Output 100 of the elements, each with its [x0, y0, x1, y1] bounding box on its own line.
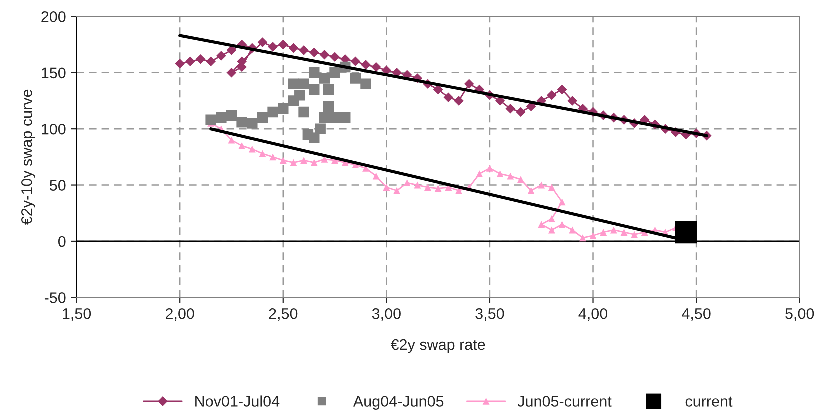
point [360, 78, 372, 90]
y-tick-label: 50 [50, 180, 66, 191]
point [248, 146, 256, 153]
point [300, 157, 308, 164]
point [424, 184, 432, 191]
point [319, 112, 330, 124]
x-tick-label: 2,50 [269, 308, 298, 322]
point [506, 104, 516, 114]
x-tick-label: 5,00 [786, 308, 814, 322]
point [247, 118, 258, 129]
point [196, 54, 206, 64]
point [228, 136, 236, 144]
point [496, 170, 504, 178]
point [558, 221, 566, 228]
point [294, 90, 306, 101]
point [278, 40, 288, 50]
x-tick-label: 4,00 [578, 308, 608, 322]
point [507, 172, 514, 180]
point [569, 226, 576, 234]
point [675, 221, 698, 244]
x-tick-label: 4,50 [682, 308, 711, 322]
point [516, 107, 526, 118]
point [298, 106, 310, 118]
point [434, 185, 442, 192]
point [548, 216, 556, 222]
point [548, 184, 556, 191]
point [547, 90, 557, 100]
point [371, 62, 382, 72]
point [590, 232, 597, 240]
y-tick-label: 100 [42, 124, 66, 135]
point [270, 154, 277, 161]
point [298, 78, 310, 90]
x-tick-label: 2,00 [166, 308, 194, 322]
point [216, 51, 226, 61]
point [206, 114, 216, 126]
point [323, 101, 334, 112]
point [257, 112, 268, 124]
point [175, 58, 185, 69]
point [558, 198, 566, 206]
point [320, 50, 330, 60]
point [330, 112, 340, 124]
y-tick-label: -50 [44, 292, 66, 304]
point [383, 184, 390, 191]
point [268, 42, 278, 52]
point [308, 68, 320, 78]
point [258, 38, 268, 48]
point [557, 84, 568, 95]
point [310, 159, 318, 166]
point [319, 73, 330, 84]
x-tick-label: 3,50 [476, 308, 504, 322]
legend-label: current [686, 396, 733, 407]
x-axis-title: €2y swap rate [390, 339, 486, 354]
legend-label: Jun05-current [518, 396, 612, 407]
point [226, 45, 237, 56]
point [330, 68, 340, 78]
point [350, 56, 361, 67]
point [323, 84, 334, 96]
point [216, 112, 227, 124]
point [361, 60, 371, 70]
point [528, 187, 535, 194]
point [308, 132, 320, 144]
point [476, 170, 484, 178]
point [610, 226, 618, 234]
point [236, 116, 248, 128]
y-tick-label: 0 [58, 236, 66, 248]
point [404, 180, 411, 186]
point [372, 172, 380, 180]
point [631, 231, 638, 238]
point [226, 110, 238, 121]
point [290, 159, 298, 166]
legend-label: Nov01-Jul04 [196, 396, 280, 407]
point [538, 221, 546, 228]
point [238, 142, 246, 150]
point [464, 79, 474, 90]
point [394, 187, 400, 194]
point [350, 73, 362, 84]
point [308, 84, 320, 96]
point [548, 226, 556, 234]
point [259, 150, 266, 158]
point [288, 43, 299, 54]
point [414, 182, 422, 189]
y-tick-label: 200 [42, 12, 66, 22]
point [330, 52, 340, 62]
point [340, 112, 351, 124]
point [454, 96, 464, 106]
point [517, 176, 524, 184]
point [226, 68, 237, 78]
point [620, 229, 628, 236]
point [568, 96, 578, 106]
point [288, 78, 300, 90]
point [538, 182, 546, 189]
point [600, 229, 608, 236]
point [444, 92, 454, 103]
legend-label: Aug04-Jun05 [353, 396, 444, 410]
y-axis-title: €2y-10y swap curve [22, 90, 36, 225]
point [486, 164, 494, 172]
x-tick-label: 1,50 [63, 308, 92, 322]
point [299, 45, 309, 56]
point [206, 56, 216, 67]
point [309, 48, 320, 58]
